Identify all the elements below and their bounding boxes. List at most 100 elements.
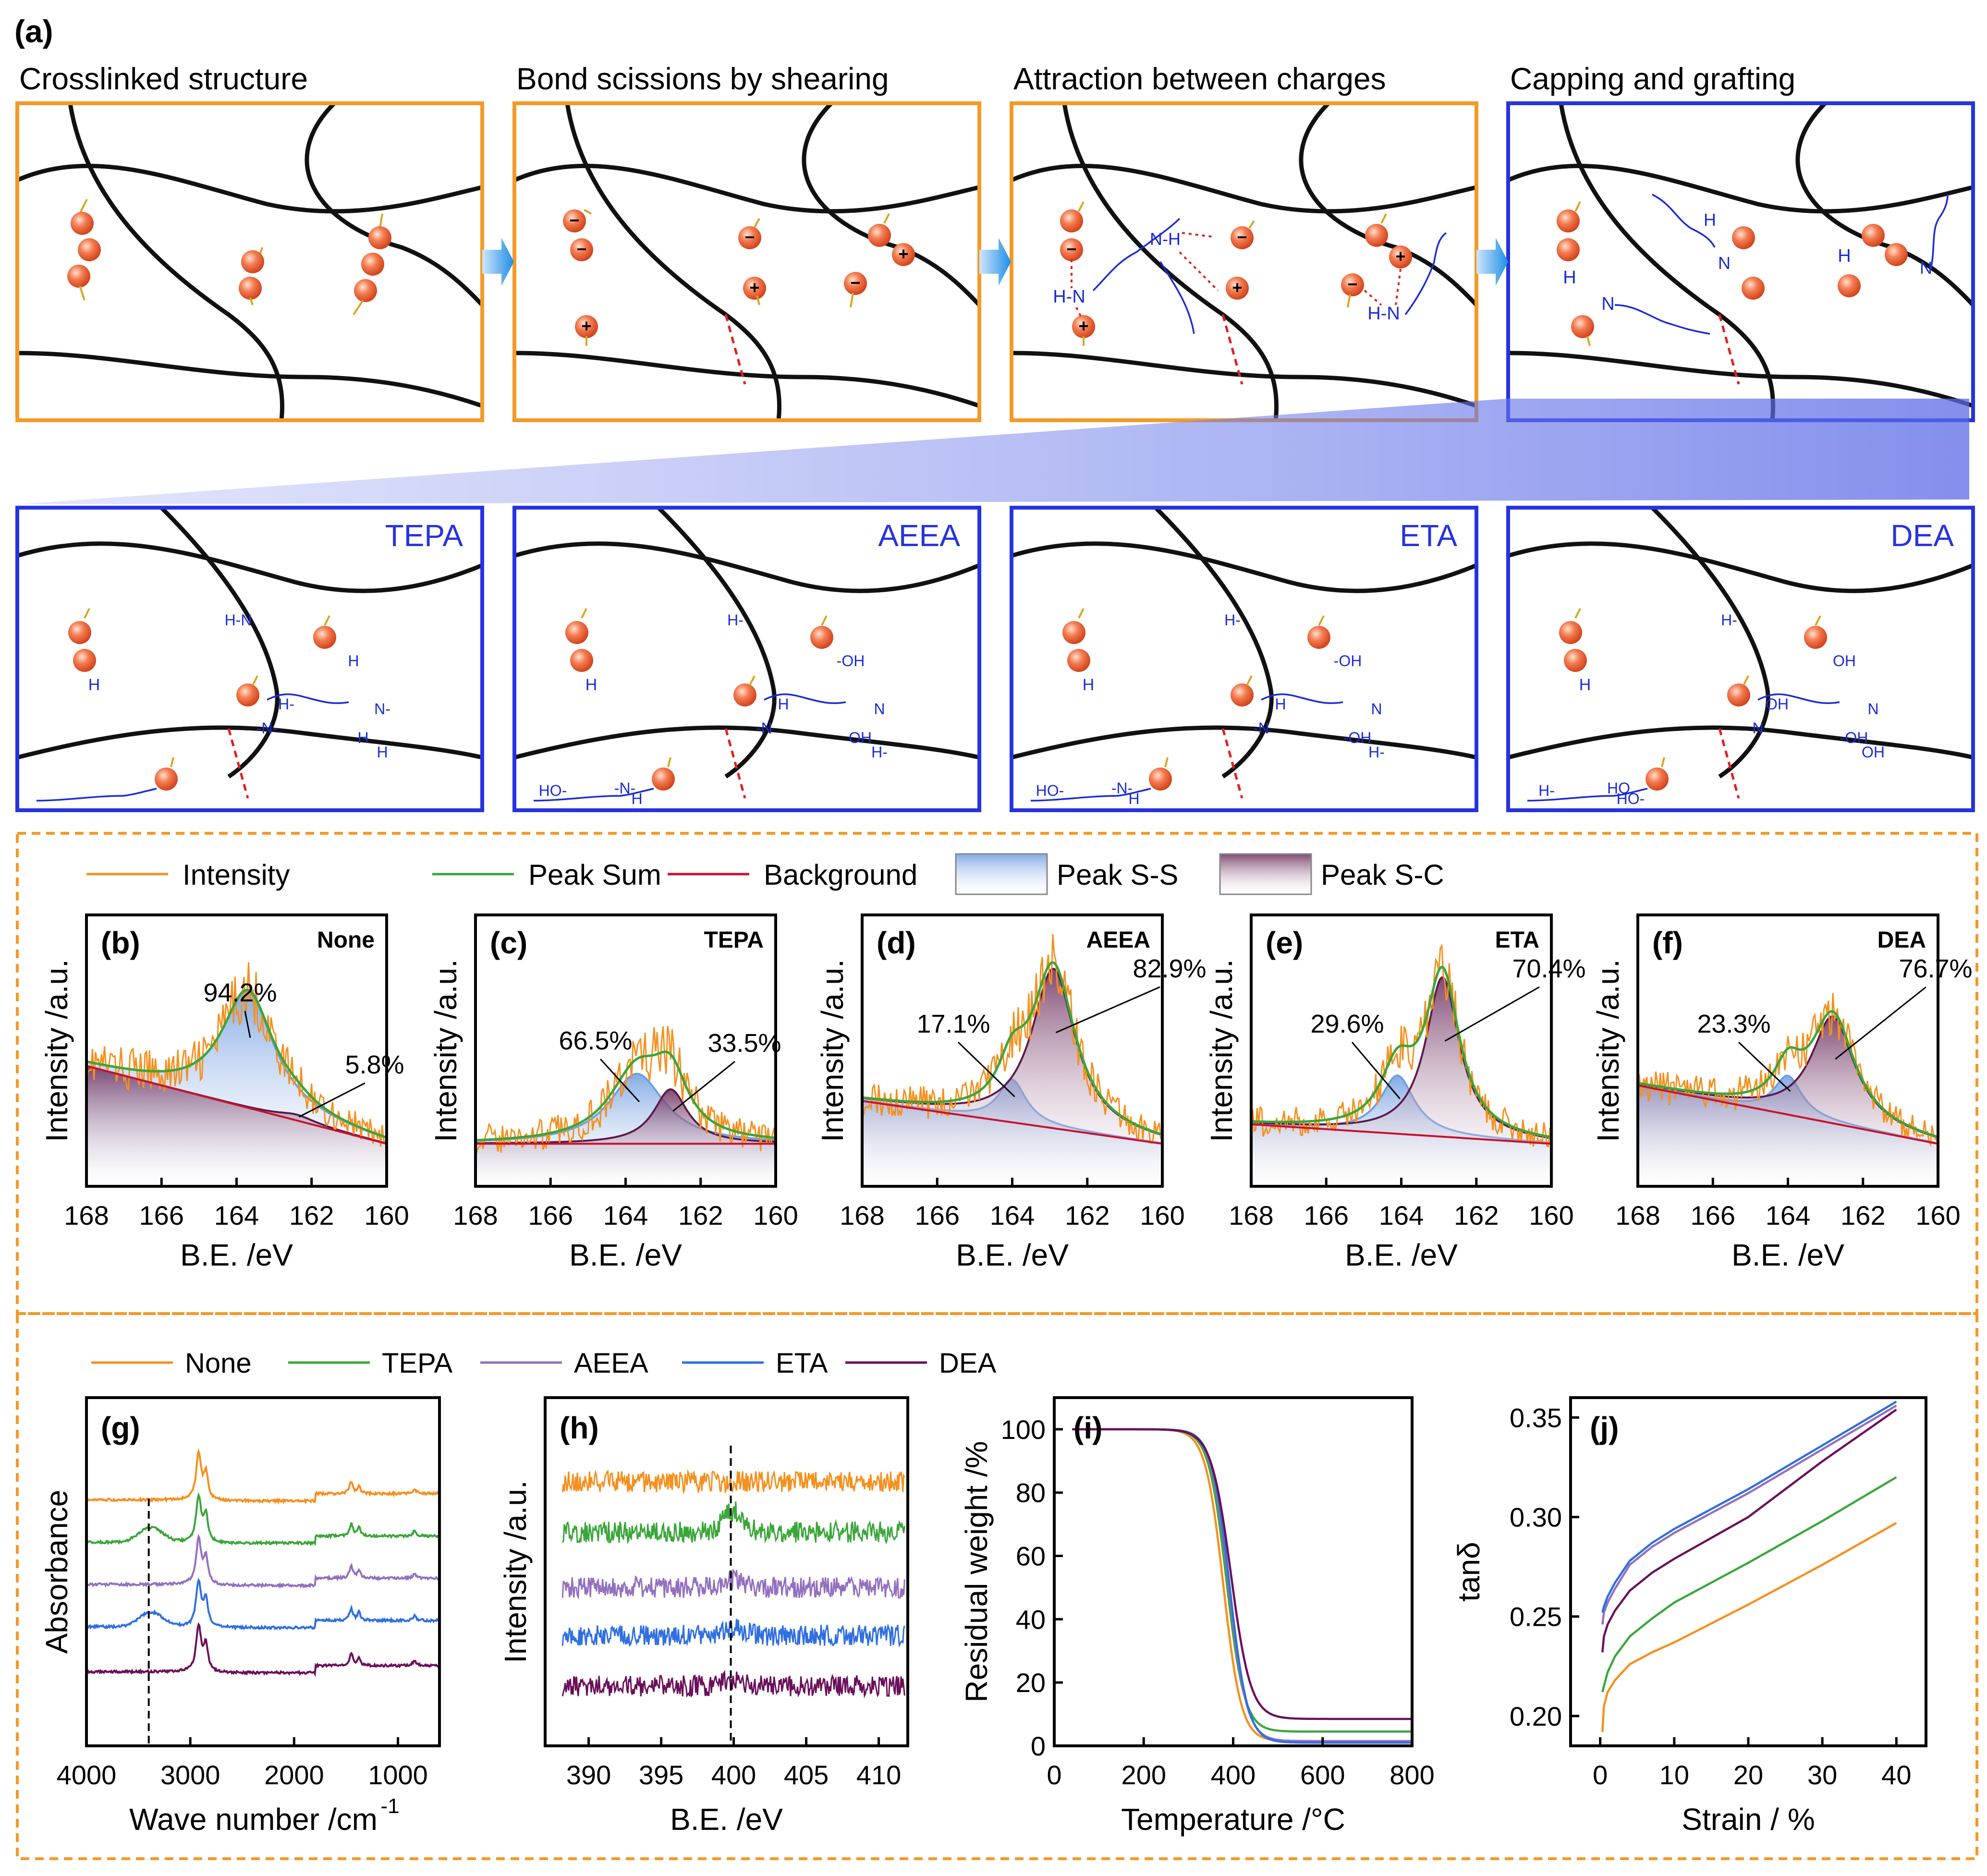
legend-label: AEEA	[574, 1348, 648, 1379]
polymer-chain	[1011, 541, 1477, 593]
y-tick-label: 0.30	[1510, 1502, 1562, 1533]
network	[16, 506, 483, 779]
network	[1507, 506, 1974, 779]
polymer-chain	[1299, 101, 1478, 307]
sulfur-atom	[1557, 238, 1580, 261]
polymer-chain	[1507, 541, 1974, 593]
tga-eta	[1072, 1428, 1412, 1744]
sample-name: DEA	[1877, 927, 1926, 953]
amine-chain	[764, 693, 846, 704]
network	[513, 101, 981, 421]
amine-label: H	[357, 729, 368, 746]
chart-h: 390 395 400 405 410 B.E. /eV Intensity /a.u. (h…	[498, 1396, 909, 1837]
x-tick-label: 164	[214, 1200, 259, 1230]
polymer-chain	[1650, 506, 1770, 779]
panel-letter: (c)	[490, 926, 527, 960]
sulfur-atom	[1571, 315, 1594, 338]
sulfur-atom	[354, 279, 377, 302]
panel-letter: (i)	[1073, 1411, 1102, 1445]
polymer-chain	[513, 541, 980, 593]
charge-icon: −	[1237, 227, 1247, 247]
x-axis-label: B.E. /eV	[1345, 1238, 1458, 1272]
ss-percent: 29.6%	[1310, 1010, 1384, 1038]
charge-icon: −	[850, 273, 860, 292]
sulfur-atom	[241, 250, 264, 273]
x-tick-label: 160	[364, 1200, 409, 1230]
bond	[84, 608, 90, 619]
sulfur-atom	[361, 253, 384, 276]
step-panel	[15, 101, 484, 422]
bond	[1743, 675, 1749, 686]
sulfur-atom	[565, 621, 588, 644]
bond	[1574, 608, 1581, 619]
tan-delta-dea	[1601, 1409, 1897, 1653]
tga-dea	[1072, 1428, 1412, 1720]
amine-label: H	[1704, 210, 1716, 230]
amine-chain	[1030, 788, 1151, 802]
bond	[1574, 201, 1581, 212]
series-legend: None TEPA AEEA ETA DEA	[91, 1348, 997, 1379]
xps-chart-f: 168 166 164 162 160 B.E. /eV Intensity /a.u. (f…	[1591, 914, 1973, 1272]
polymer-chain	[1011, 725, 1477, 760]
amine-label: -OH	[1343, 729, 1372, 746]
bond	[1248, 220, 1255, 229]
sulfur-atom	[1885, 243, 1908, 266]
tan-delta-eta	[1601, 1401, 1897, 1613]
amine-label: N-	[374, 700, 390, 718]
x-axis-label: Temperature /°C	[1121, 1802, 1345, 1837]
scission-line	[1221, 728, 1243, 799]
bond	[1078, 201, 1085, 212]
sc-percent: 76.7%	[1899, 954, 1972, 983]
legend-label: Peak Sum	[528, 859, 661, 891]
sulfur-atom	[67, 265, 90, 288]
y-tick-label: 0.20	[1510, 1701, 1562, 1731]
sulfur-atom	[1732, 226, 1755, 249]
amine-name: AEEA	[878, 518, 960, 553]
bond	[581, 608, 587, 619]
step-arrow-icon	[1476, 238, 1508, 286]
tga-none	[1072, 1428, 1412, 1742]
x-tick-label: 160	[1915, 1200, 1960, 1230]
x-tick-label: 164	[603, 1200, 648, 1230]
intensity-line	[1637, 993, 1939, 1147]
ftir-box	[16, 1312, 1978, 1860]
x-tick-label: 168	[1229, 1200, 1273, 1230]
amine-label: H	[1128, 790, 1139, 807]
amine-label: H-	[871, 743, 888, 761]
sulfur-atom	[743, 277, 766, 300]
x-tick-label: 162	[1841, 1200, 1885, 1230]
peak-sum-line	[1251, 965, 1552, 1139]
sulfur-atom	[1341, 273, 1364, 296]
intensity-line	[85, 962, 388, 1147]
x-axis-label: Strain / %	[1682, 1802, 1815, 1837]
sulfur-atom	[1231, 226, 1254, 249]
x-tick-label: 162	[1454, 1200, 1499, 1230]
chart-g: 4000 3000 2000 1000 Wave number /cm -1 Absorba…	[39, 1396, 441, 1837]
bond	[667, 757, 671, 767]
x-axis-label: B.E. /eV	[670, 1802, 783, 1837]
chart-j: 0 10 20 30 40 0.20 0.25 0.30 0.35 Strain / % tanδ (…	[1451, 1396, 1927, 1837]
sc-percent: 5.8%	[345, 1050, 404, 1079]
sulfur-atom	[368, 226, 391, 249]
charge-icon: +	[1395, 246, 1405, 266]
panel-letter: (d)	[877, 926, 916, 960]
amine-name: DEA	[1890, 518, 1954, 553]
legend-label: Peak S-C	[1321, 859, 1444, 891]
charge-icon: −	[1066, 239, 1076, 259]
sulfur-atom	[1231, 683, 1254, 707]
legend-label: ETA	[776, 1348, 828, 1379]
bond	[379, 213, 383, 229]
sulfur-atom	[1727, 683, 1750, 707]
x-tick-label: 200	[1121, 1760, 1166, 1790]
x-tick-label: 0	[1047, 1760, 1061, 1790]
y-axis-label: Intensity /a.u.	[1204, 959, 1239, 1142]
legend-label: DEA	[939, 1348, 997, 1379]
peak-sum-line	[862, 961, 1163, 1136]
x-axis-label: B.E. /eV	[956, 1238, 1069, 1272]
sample-name: TEPA	[704, 927, 764, 953]
bond	[1164, 757, 1169, 767]
polymer-chain	[1154, 506, 1274, 779]
x-tick-label: 164	[1379, 1200, 1424, 1230]
amine-label: H	[1563, 268, 1576, 288]
bond	[1318, 615, 1325, 626]
